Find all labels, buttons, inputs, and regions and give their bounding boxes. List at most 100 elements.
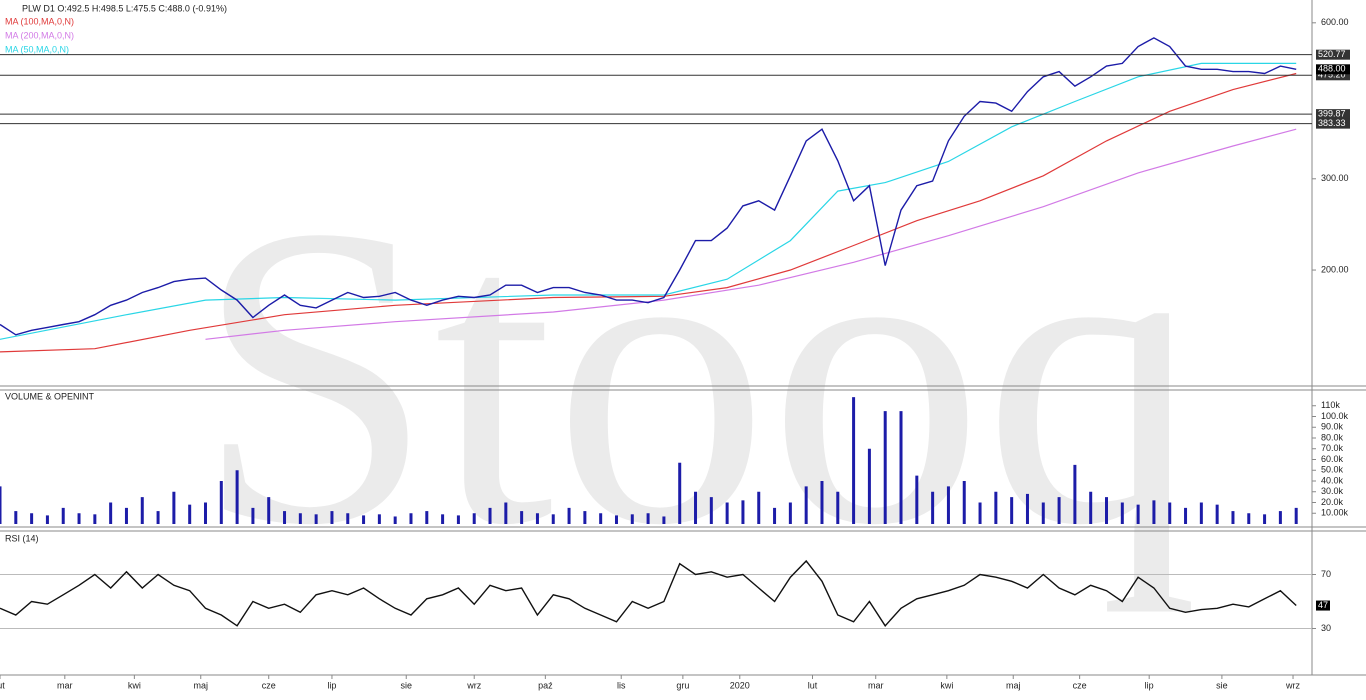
x-tick-label: cze bbox=[1073, 680, 1087, 690]
volume-bar bbox=[583, 511, 587, 524]
volume-bar bbox=[393, 516, 397, 524]
volume-bar bbox=[1263, 514, 1267, 524]
y-tick-label: 200.00 bbox=[1321, 264, 1349, 274]
level-label: 383.33 bbox=[1318, 118, 1346, 128]
volume-bar bbox=[124, 507, 128, 524]
x-tick-label: maj bbox=[193, 680, 208, 690]
volume-bar bbox=[441, 514, 445, 524]
x-tick-label: wrz bbox=[1285, 680, 1300, 690]
x-tick-label: kwi bbox=[128, 680, 141, 690]
price-line bbox=[0, 37, 1297, 336]
x-tick-label: paź bbox=[538, 680, 553, 690]
x-tick-label: 2020 bbox=[730, 680, 750, 690]
volume-bar bbox=[377, 514, 381, 524]
legend-label: MA (100,MA,0,N) bbox=[5, 16, 74, 26]
volume-bar bbox=[235, 470, 239, 524]
y-tick-label: 70.0k bbox=[1321, 443, 1344, 453]
volume-bar bbox=[1089, 491, 1093, 524]
volume-bar bbox=[1215, 504, 1219, 524]
watermark: Stooq bbox=[195, 138, 1199, 614]
x-tick-label: lut bbox=[0, 680, 5, 690]
volume-bar bbox=[599, 513, 603, 524]
x-tick-label: kwi bbox=[940, 680, 953, 690]
volume-bar bbox=[946, 486, 950, 524]
volume-bar bbox=[456, 515, 460, 524]
volume-bar bbox=[472, 513, 476, 524]
x-tick-label: mar bbox=[57, 680, 73, 690]
volume-bar bbox=[1247, 513, 1251, 524]
volume-bar bbox=[267, 497, 271, 524]
volume-bar bbox=[646, 513, 650, 524]
last-price-box bbox=[1316, 64, 1350, 75]
x-tick-label: lip bbox=[327, 680, 336, 690]
volume-bar bbox=[14, 511, 18, 524]
price-line bbox=[0, 559, 1297, 627]
volume-bar bbox=[614, 515, 618, 524]
volume-bar bbox=[172, 491, 176, 524]
y-tick-label: 300.00 bbox=[1321, 173, 1349, 183]
x-tick-label: sie bbox=[1216, 680, 1228, 690]
volume-bar bbox=[1231, 511, 1235, 524]
volume-bar bbox=[994, 491, 998, 524]
volume-bar bbox=[362, 515, 366, 524]
volume-bar bbox=[504, 502, 508, 524]
volume-bar bbox=[1294, 507, 1298, 524]
volume-bar bbox=[551, 514, 555, 524]
volume-bar bbox=[1184, 507, 1188, 524]
volume-bar bbox=[283, 511, 287, 524]
volume-bar bbox=[788, 502, 792, 524]
volume-bar bbox=[757, 491, 761, 524]
volume-bar bbox=[219, 481, 223, 524]
x-tick-label: cze bbox=[262, 680, 276, 690]
level-box bbox=[1316, 49, 1350, 60]
panel-title: VOLUME & OPENINT bbox=[5, 391, 95, 401]
x-tick-label: gru bbox=[676, 680, 689, 690]
y-tick-label: 80.0k bbox=[1321, 432, 1344, 442]
volume-bar bbox=[346, 513, 350, 524]
volume-bar bbox=[915, 475, 919, 524]
volume-bar bbox=[77, 513, 81, 524]
volume-bar bbox=[61, 507, 65, 524]
volume-bar bbox=[1105, 497, 1109, 524]
volume-bar bbox=[45, 515, 49, 524]
volume-bar bbox=[425, 511, 429, 524]
volume-bar bbox=[694, 491, 698, 524]
y-tick-label: 40.0k bbox=[1321, 475, 1344, 485]
volume-bar bbox=[836, 491, 840, 524]
y-tick-label: 100.0k bbox=[1321, 411, 1349, 421]
chart-title: PLW D1 O:492.5 H:498.5 L:475.5 C:488.0 (… bbox=[22, 3, 227, 13]
volume-bar bbox=[1041, 502, 1045, 524]
x-tick-label: sie bbox=[400, 680, 412, 690]
level-label: 520.77 bbox=[1318, 49, 1346, 59]
volume-bar bbox=[1073, 464, 1077, 524]
x-tick-label: wrz bbox=[466, 680, 481, 690]
volume-bar bbox=[298, 513, 302, 524]
volume-bar bbox=[630, 514, 634, 524]
y-tick-label: 30.0k bbox=[1321, 486, 1344, 496]
level-box bbox=[1316, 118, 1350, 129]
volume-bar bbox=[773, 507, 777, 524]
y-tick-label: 600.00 bbox=[1321, 17, 1349, 27]
y-tick-label: 10.00k bbox=[1321, 508, 1349, 518]
last-rsi-label: 47 bbox=[1318, 600, 1328, 610]
volume-bar bbox=[409, 513, 413, 524]
volume-bar bbox=[1168, 502, 1172, 524]
volume-bar bbox=[1010, 497, 1014, 524]
y-tick-label: 20.0k bbox=[1321, 497, 1344, 507]
volume-bar bbox=[314, 514, 318, 524]
level-label: 475.20 bbox=[1318, 70, 1346, 80]
ma-line bbox=[0, 62, 1297, 340]
volume-bar bbox=[1199, 502, 1203, 524]
volume-bar bbox=[1152, 500, 1156, 524]
volume-bar bbox=[156, 511, 160, 524]
x-tick-label: mar bbox=[868, 680, 884, 690]
y-tick-label: 90.0k bbox=[1321, 422, 1344, 432]
y-tick-label: 50.0k bbox=[1321, 465, 1344, 475]
level-box bbox=[1316, 109, 1350, 120]
ma-line bbox=[205, 128, 1297, 340]
volume-bar bbox=[962, 481, 966, 524]
y-tick-label: 110k bbox=[1321, 400, 1340, 410]
volume-bar bbox=[93, 514, 97, 524]
volume-bar bbox=[725, 502, 729, 524]
